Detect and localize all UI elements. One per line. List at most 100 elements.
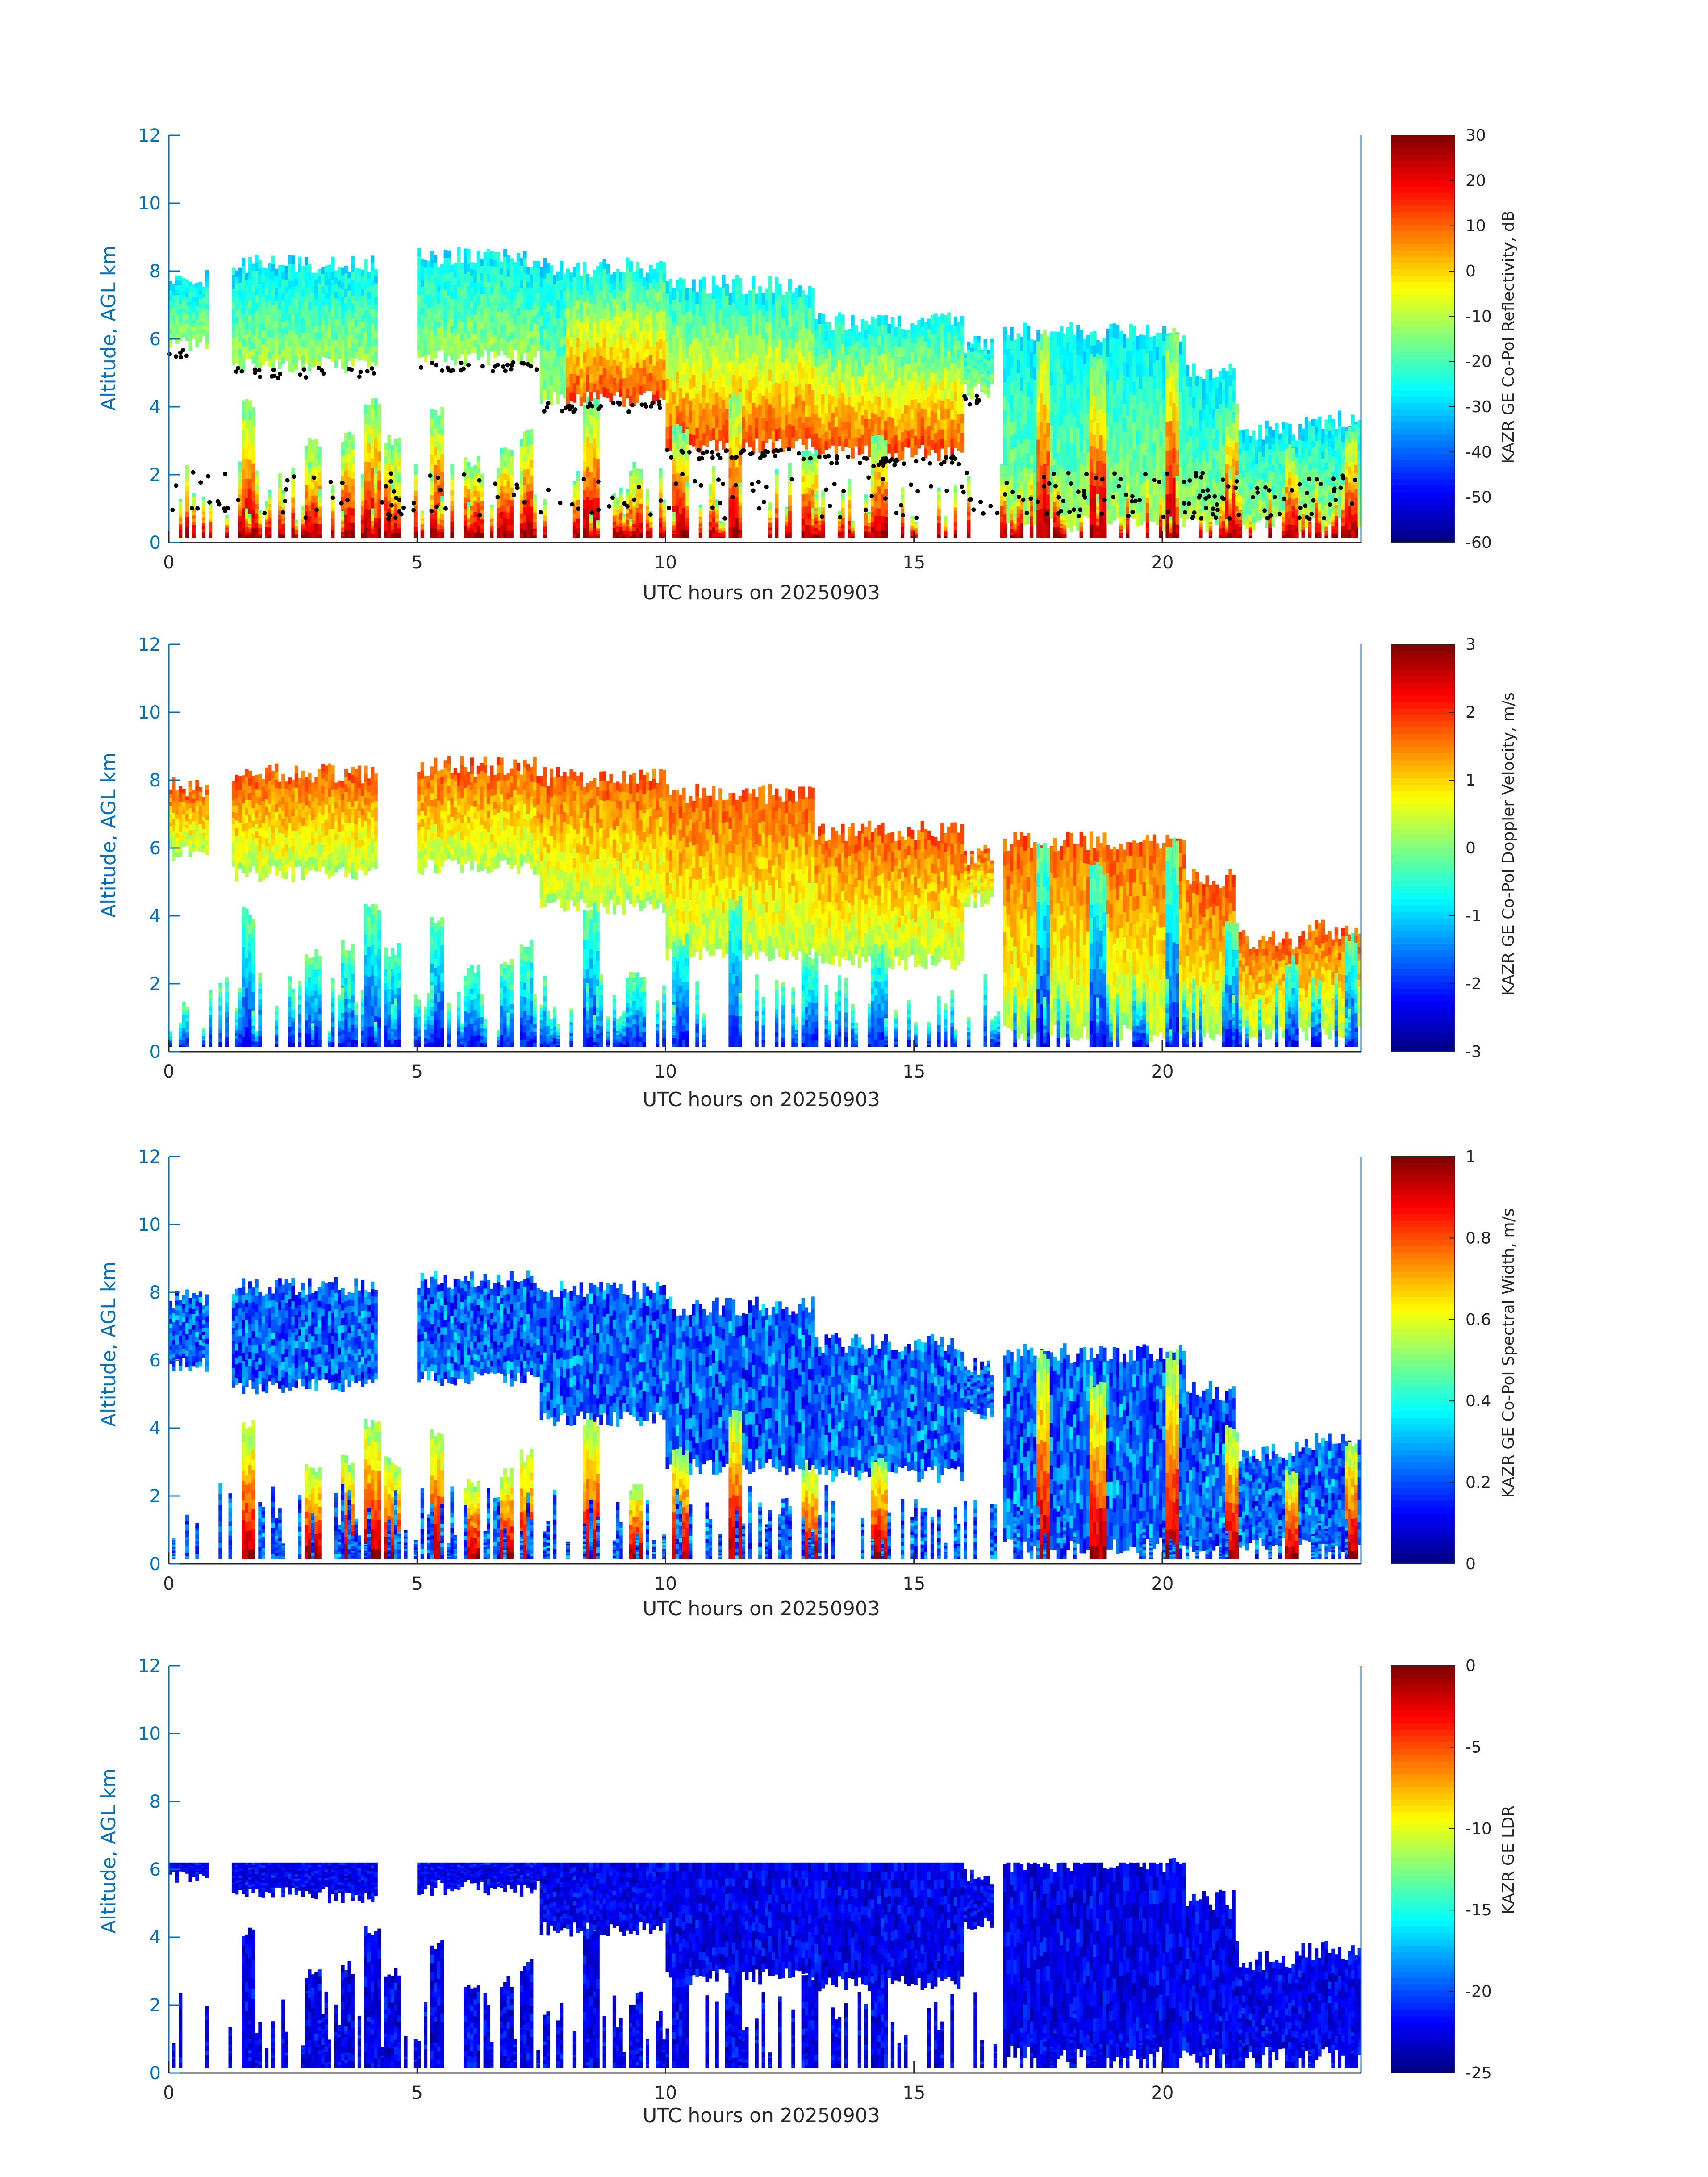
data-cell xyxy=(530,506,534,515)
data-cell xyxy=(874,471,878,479)
data-cell xyxy=(745,410,749,422)
data-cell xyxy=(520,439,524,447)
data-cell xyxy=(785,336,789,348)
data-cell xyxy=(731,351,735,363)
data-cell xyxy=(632,517,636,521)
data-cell xyxy=(539,306,543,317)
data-cell xyxy=(497,488,501,493)
data-cell xyxy=(626,297,630,308)
data-cell xyxy=(238,510,242,516)
data-cell xyxy=(818,324,822,334)
data-cell xyxy=(430,499,434,505)
data-cell xyxy=(278,309,282,318)
data-cell xyxy=(298,271,302,279)
data-cell xyxy=(248,517,252,519)
data-cell xyxy=(894,399,898,409)
data-cell xyxy=(209,511,212,514)
data-cell xyxy=(851,335,855,346)
data-cell xyxy=(576,366,580,376)
data-cell xyxy=(871,384,875,394)
data-cell xyxy=(801,312,805,324)
data-cell xyxy=(467,535,471,538)
data-cell xyxy=(589,462,593,472)
data-cell xyxy=(586,299,590,308)
data-cell xyxy=(231,309,235,317)
panel1-y-axis-label: Altitude, AGL km xyxy=(97,246,120,411)
data-cell xyxy=(513,306,517,313)
data-cell xyxy=(576,499,580,505)
data-cell xyxy=(606,321,610,331)
data-cell xyxy=(483,259,487,267)
data-cell xyxy=(390,458,394,465)
data-cell xyxy=(805,317,808,329)
data-cell xyxy=(317,339,322,347)
data-cell xyxy=(182,303,186,308)
data-cell xyxy=(205,337,209,343)
data-cell xyxy=(245,341,249,347)
data-cell xyxy=(546,282,550,292)
data-cell xyxy=(450,527,454,533)
data-cell xyxy=(338,333,342,340)
data-cell xyxy=(596,534,600,535)
data-cell xyxy=(844,347,848,355)
data-cell xyxy=(238,526,242,532)
data-cell xyxy=(549,285,553,296)
data-cell xyxy=(543,501,547,505)
data-cell xyxy=(437,297,441,304)
data-cell xyxy=(513,293,517,300)
data-cell xyxy=(619,352,623,362)
data-cell xyxy=(668,377,672,390)
data-cell xyxy=(188,326,192,331)
data-cell xyxy=(347,316,351,323)
data-cell xyxy=(672,506,676,514)
data-cell xyxy=(530,323,534,331)
data-cell xyxy=(480,501,484,506)
data-cell xyxy=(198,295,202,300)
data-cell xyxy=(738,327,742,340)
data-cell xyxy=(848,516,852,521)
data-cell xyxy=(331,507,335,512)
data-cell xyxy=(397,533,401,538)
data-cell xyxy=(476,297,480,306)
data-cell xyxy=(659,309,663,320)
data-cell xyxy=(626,358,630,368)
data-cell xyxy=(255,343,259,352)
data-cell xyxy=(420,308,424,315)
data-cell xyxy=(602,387,606,397)
data-cell xyxy=(291,517,295,523)
data-cell xyxy=(731,362,735,375)
data-cell xyxy=(685,514,689,518)
data-cell xyxy=(844,363,848,372)
data-cell xyxy=(526,514,530,522)
data-cell xyxy=(242,314,246,323)
data-cell xyxy=(646,374,649,383)
data-cell xyxy=(897,347,901,358)
data-cell xyxy=(857,429,861,438)
data-cell xyxy=(278,501,282,506)
data-cell xyxy=(649,337,653,347)
data-cell xyxy=(440,264,444,271)
data-cell xyxy=(192,304,196,308)
data-cell xyxy=(314,286,318,293)
data-cell xyxy=(440,343,444,350)
data-cell xyxy=(745,357,749,368)
data-cell xyxy=(284,313,288,320)
data-cell xyxy=(685,475,689,484)
data-cell xyxy=(897,450,901,461)
data-cell xyxy=(497,326,501,334)
data-cell xyxy=(374,508,378,513)
data-cell xyxy=(583,404,587,414)
data-cell xyxy=(317,472,322,480)
data-cell xyxy=(794,309,798,321)
data-cell xyxy=(695,315,699,327)
data-cell xyxy=(755,417,759,428)
data-cell xyxy=(172,318,176,323)
data-cell xyxy=(685,494,689,498)
data-cell xyxy=(513,300,517,306)
data-cell xyxy=(904,330,908,339)
data-cell xyxy=(470,313,474,321)
data-cell xyxy=(771,430,775,443)
data-cell xyxy=(785,303,789,314)
data-cell xyxy=(493,259,497,268)
data-cell xyxy=(731,485,735,497)
